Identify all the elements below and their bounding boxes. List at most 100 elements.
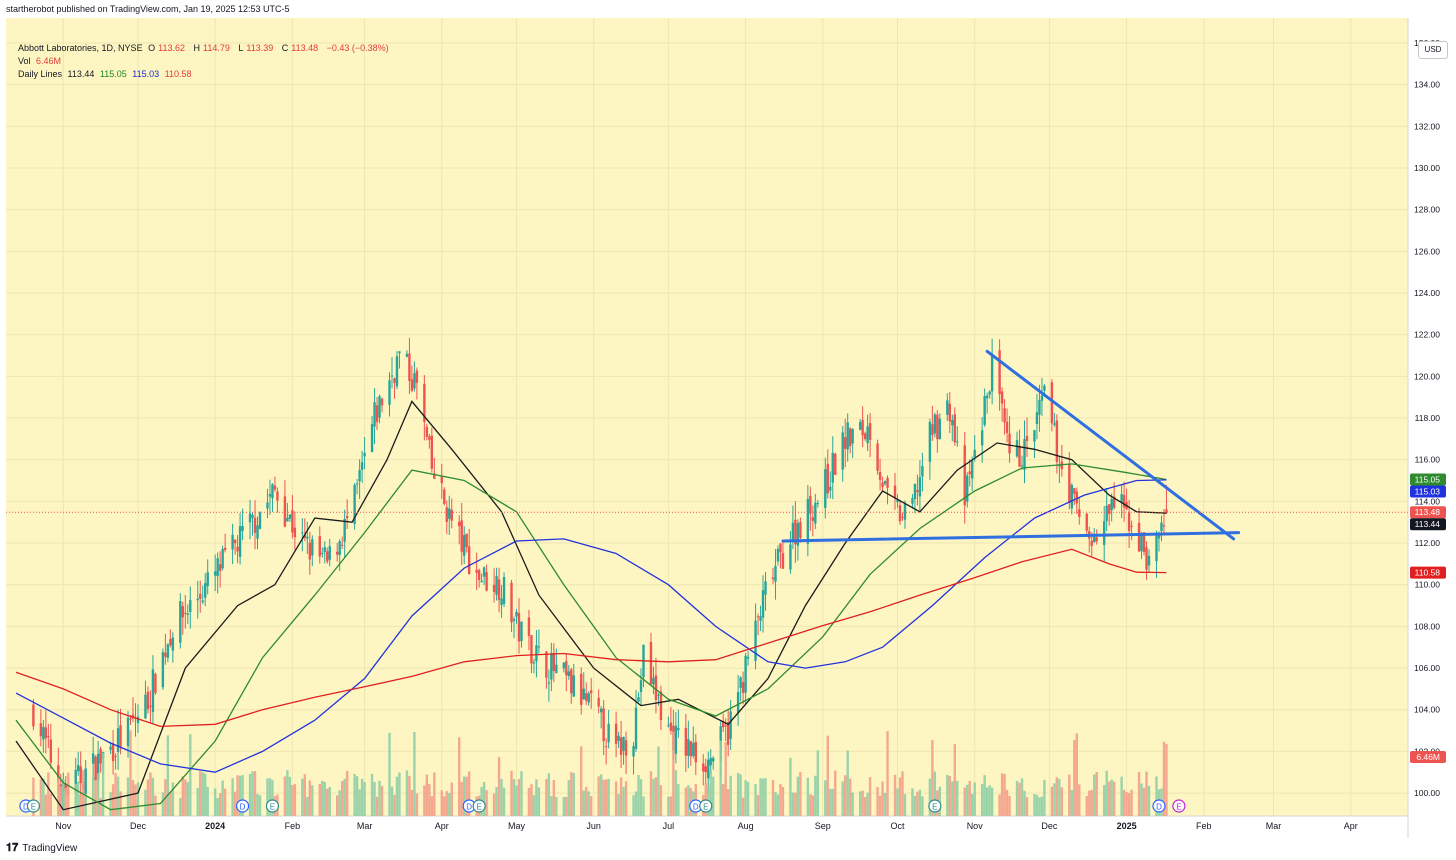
- candle-body: [535, 645, 538, 662]
- earnings-event-icon[interactable]: [265, 799, 280, 813]
- earnings-event-icon[interactable]: [1172, 799, 1186, 813]
- volume-bar: [933, 771, 937, 816]
- volume-bar: [851, 792, 854, 816]
- volume-label-tag: [1410, 751, 1446, 763]
- volume-bar: [497, 757, 501, 816]
- candle-body: [1090, 540, 1093, 547]
- candle-body: [390, 375, 394, 377]
- volume-bar: [500, 778, 503, 816]
- price-label-tag: [1410, 485, 1446, 498]
- volume-bar: [373, 782, 376, 816]
- candle-body: [938, 418, 942, 439]
- candle-body: [702, 763, 705, 772]
- candle-body: [654, 675, 658, 701]
- volume-bar: [724, 742, 727, 816]
- candle-body: [936, 414, 939, 440]
- dividend-event-icon[interactable]: [235, 799, 250, 813]
- volume-bar: [1035, 794, 1039, 816]
- volume-bar: [1020, 778, 1024, 816]
- volume-bar: [428, 783, 431, 816]
- candle-body: [64, 783, 67, 791]
- chart-area[interactable]: DEDEDEDEEDE100.00102.00104.00106.00108.0…: [6, 18, 1450, 838]
- candle-body: [256, 525, 259, 539]
- candle-body: [866, 426, 869, 444]
- volume-bar: [774, 792, 777, 816]
- volume-bar: [502, 787, 506, 816]
- line-value-black: 113.44: [67, 69, 95, 79]
- candle-body: [291, 510, 294, 533]
- candle-body: [913, 483, 917, 500]
- volume-bar: [1155, 776, 1158, 816]
- candle-body: [47, 735, 50, 738]
- earnings-event-icon[interactable]: [26, 799, 40, 813]
- currency-button[interactable]: USD: [1418, 41, 1448, 59]
- candle-body: [692, 742, 695, 756]
- dividend-event-icon[interactable]: [1152, 799, 1166, 813]
- volume-bar: [761, 778, 765, 816]
- volume-bar: [256, 794, 259, 816]
- candle-body: [1033, 430, 1036, 442]
- volume-bar: [759, 778, 762, 816]
- y-tick-label: 122.00: [1414, 330, 1440, 340]
- volume-bar: [1165, 743, 1168, 816]
- candle-body: [898, 505, 902, 522]
- volume-bar: [328, 786, 331, 816]
- volume-bar: [848, 778, 852, 816]
- y-tick-label: 106.00: [1414, 663, 1440, 673]
- volume-bar: [408, 775, 411, 816]
- candle-body: [99, 748, 102, 764]
- candle-body: [858, 422, 862, 430]
- candle-body: [811, 517, 815, 521]
- volume-bar: [796, 776, 800, 816]
- candle-body: [363, 452, 366, 457]
- candle-body: [1055, 420, 1059, 462]
- volume-bar: [913, 795, 917, 816]
- price-chart[interactable]: DEDEDEDEEDE100.00102.00104.00106.00108.0…: [6, 18, 1450, 838]
- candle-body: [465, 533, 468, 548]
- volume-bar: [323, 781, 326, 816]
- volume-bar: [49, 793, 53, 816]
- trendline[interactable]: [985, 349, 1236, 541]
- candle-body: [829, 486, 832, 491]
- volume-bar: [425, 774, 429, 816]
- candle-body: [42, 726, 45, 740]
- candle-body: [667, 725, 670, 727]
- candle-body: [911, 498, 914, 504]
- candle-body: [336, 551, 339, 555]
- volume-bar: [258, 795, 262, 816]
- earnings-event-icon[interactable]: [928, 799, 942, 813]
- candle-body: [149, 705, 152, 707]
- candle-body: [373, 402, 376, 427]
- volume-bar: [764, 778, 767, 816]
- volume-bar: [916, 791, 919, 816]
- volume-bar: [858, 791, 862, 816]
- volume-bar: [966, 784, 969, 816]
- volume-bar: [131, 779, 135, 816]
- volume-bar: [951, 781, 954, 816]
- candle-body: [423, 383, 426, 422]
- candle-body: [746, 656, 750, 659]
- candle-body: [602, 708, 605, 742]
- candle-body: [271, 484, 274, 499]
- candle-body: [687, 739, 690, 756]
- candle-body: [430, 435, 434, 469]
- volume-bar: [988, 785, 991, 816]
- candle-body: [1038, 400, 1041, 415]
- earnings-event-icon[interactable]: [472, 799, 486, 813]
- volume-bar: [67, 772, 70, 816]
- candle-body: [756, 616, 760, 618]
- candle-body: [1068, 463, 1071, 503]
- candle-body: [694, 741, 697, 763]
- trendline[interactable]: [781, 531, 1241, 543]
- volume-bar: [306, 796, 309, 816]
- volume-bar: [378, 780, 381, 816]
- candle-body: [896, 500, 899, 503]
- candle-body: [1107, 504, 1111, 514]
- volume-bar: [672, 731, 675, 816]
- volume-bar: [719, 740, 722, 816]
- volume-bar: [532, 795, 536, 816]
- volume-bar: [510, 770, 513, 816]
- earnings-event-icon[interactable]: [699, 799, 713, 813]
- candle-body: [443, 489, 446, 504]
- candle-body: [388, 380, 391, 405]
